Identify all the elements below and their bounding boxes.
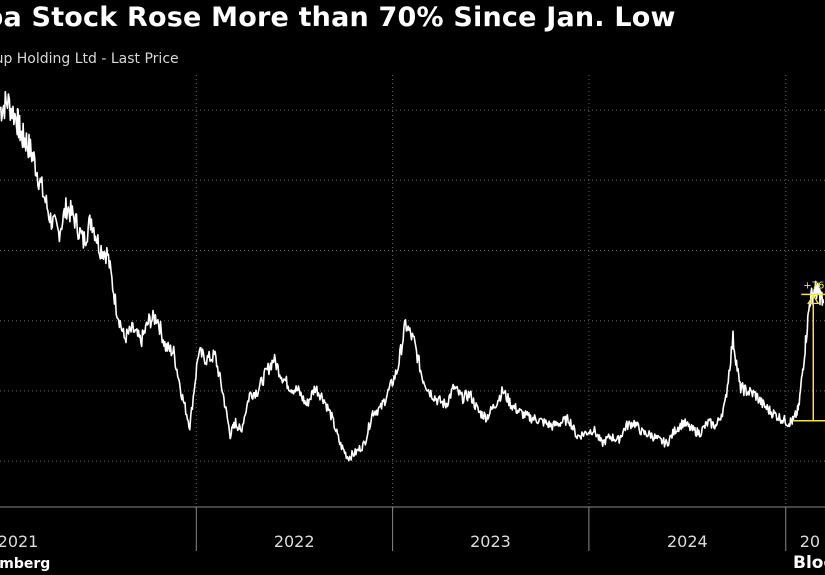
chart-subtitle: oup Holding Ltd - Last Price: [0, 51, 179, 67]
x-tick-label: 20: [800, 532, 820, 551]
series-layer: [0, 90, 825, 462]
x-tick-label: 2022: [274, 532, 315, 551]
source-credit: oomberg: [0, 556, 51, 572]
x-tick-label: 2023: [470, 532, 511, 551]
price-series-line: [0, 90, 825, 462]
brand-logo: Bloo: [793, 553, 825, 573]
chart-title: ba Stock Rose More than 70% Since Jan. L…: [0, 2, 676, 33]
annotation-layer: +76: [793, 280, 825, 422]
grid-layer: [0, 75, 825, 505]
x-tick-label: 2021: [0, 532, 38, 551]
x-tick-label: 2024: [667, 532, 708, 551]
annotation-arrowhead: [807, 294, 820, 305]
x-axis: 2021 2022 2023 2024 20: [0, 506, 825, 551]
annotation-label: +76: [803, 280, 824, 291]
